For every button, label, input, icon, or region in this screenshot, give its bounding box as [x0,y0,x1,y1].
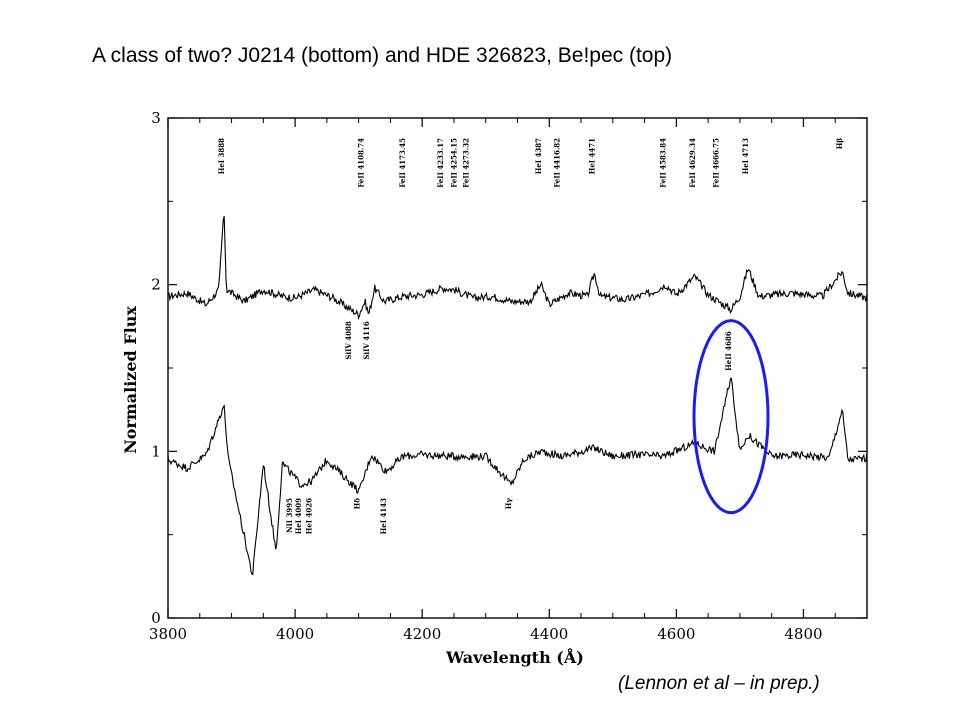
line-id-label: SiIV 4116 [362,321,371,359]
y-tick-label: 2 [151,276,161,294]
x-axis-label: Wavelength (Å) [445,646,584,667]
line-id-label: HeI 4143 [379,498,388,534]
x-tick-label: 4000 [276,625,314,643]
line-id-label: HeI 4387 [534,138,543,174]
line-id-label: FeII 4108.74 [357,138,366,188]
line-id-label: Hδ [352,498,361,510]
x-tick-label: 4200 [403,625,441,643]
line-id-label: FeII 4254.15 [450,138,459,188]
line-id-label: Hβ [835,138,844,150]
highlight-ellipse [692,319,770,515]
citation-note: (Lennon et al – in prep.) [618,673,820,694]
spectrum-series-top [167,215,868,321]
x-tick-label: 3800 [149,625,187,643]
line-id-label: HeI 4009 [294,498,303,534]
y-tick-label: 3 [151,109,161,127]
y-axis-label: Normalized Flux [121,306,140,454]
line-id-label: FeII 4273.32 [462,138,471,188]
x-tick-label: 4400 [530,625,568,643]
line-id-label: HeI 4026 [305,498,314,534]
line-id-label: HeI 4713 [741,138,750,174]
line-id-label: FeII 4583.84 [659,138,668,188]
line-id-label: FeII 4629.34 [688,138,697,188]
y-tick-label: 0 [151,609,161,627]
line-id-label: SiIV 4088 [344,321,353,359]
line-id-label: HeII 4686 [724,331,733,371]
line-id-label: HeI 3888 [217,138,226,174]
line-id-label: NII 3995 [285,498,294,533]
line-id-label: FeII 4416.82 [552,138,561,188]
line-id-label: HeI 4471 [587,138,596,174]
line-id-label: FeII 4233.17 [436,138,445,188]
line-id-label: Hγ [504,498,513,510]
line-id-label: FeII 4666.75 [711,138,720,188]
x-tick-label: 4600 [657,625,695,643]
y-tick-label: 1 [151,442,161,460]
line-id-label: FeII 4173.45 [398,138,407,188]
spectrum-series-bottom [167,377,868,576]
x-tick-label: 4800 [784,625,822,643]
slide-title: A class of two? J0214 (bottom) and HDE 3… [92,44,673,67]
